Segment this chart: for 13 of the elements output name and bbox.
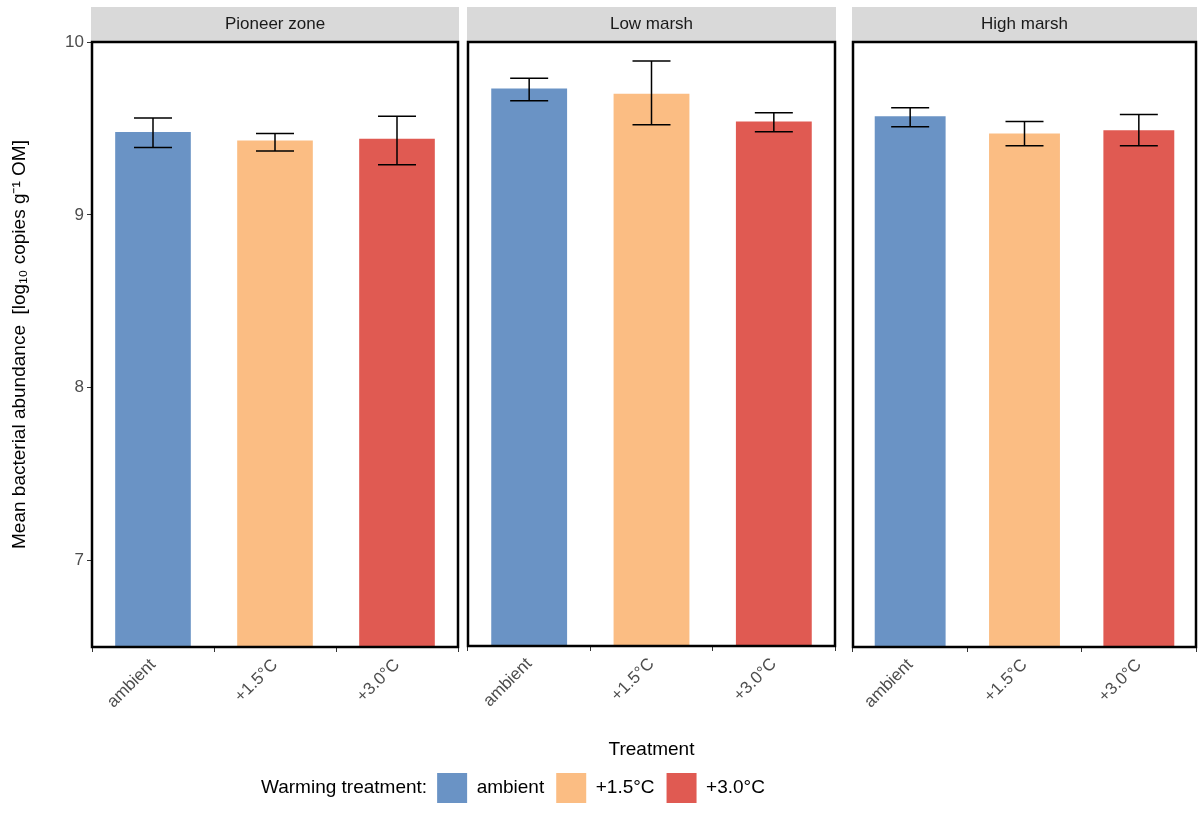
legend-label: +3.0°C	[706, 776, 765, 798]
y-tick-label: 7	[74, 550, 84, 570]
legend-label: +1.5°C	[595, 776, 655, 798]
chart-title: High marsh	[981, 14, 1068, 34]
x-axis-title: Treatment	[608, 737, 696, 759]
legend-label: ambient	[476, 776, 545, 798]
y-tick-label: 9	[74, 204, 84, 224]
y-tick-label: 10	[65, 31, 84, 51]
legend-title: Warming treatment:	[261, 776, 428, 798]
y-tick-label: 8	[74, 377, 84, 397]
chart-title: Pioneer zone	[224, 14, 326, 34]
y-axis-title: Mean bacterial abundance [log₁₀ copies g⁻¹ OM]	[7, 140, 29, 549]
chart-title: Low marsh	[609, 14, 694, 34]
